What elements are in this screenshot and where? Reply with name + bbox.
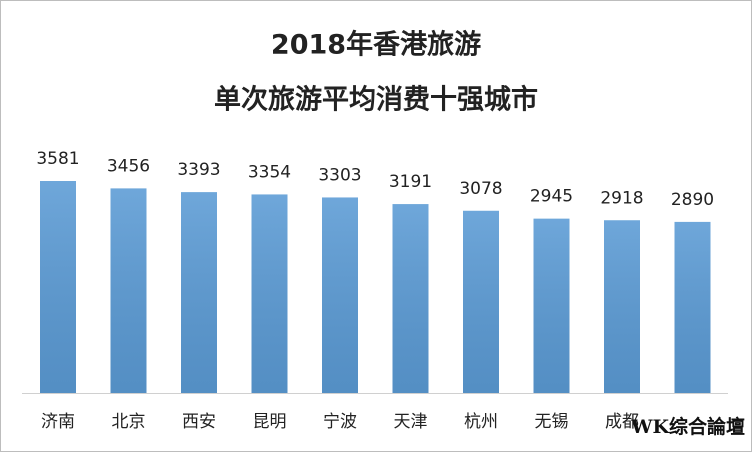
bar-shade: [463, 210, 499, 393]
bar-shade: [604, 220, 640, 393]
x-tick-label: 无锡: [535, 412, 569, 432]
x-tick-label: 成都: [605, 412, 639, 432]
value-label: 3456: [107, 156, 150, 176]
bar-shade: [674, 221, 711, 393]
x-tick-label: 宁波: [323, 412, 357, 432]
bar-shade: [392, 204, 429, 393]
bar-shade: [181, 192, 217, 393]
value-label: 3354: [248, 162, 291, 182]
bar-shade: [251, 194, 288, 393]
bar-shade: [533, 218, 570, 393]
x-tick-label: 济南: [41, 412, 75, 432]
x-tick-label: 杭州: [464, 412, 498, 432]
value-label: 3191: [389, 172, 432, 192]
chart-title: 2018年香港旅游: [271, 29, 481, 61]
value-label: 3078: [459, 179, 502, 199]
value-label: 3581: [36, 149, 79, 169]
value-label: 2945: [530, 187, 573, 207]
bar-shade: [110, 188, 147, 393]
x-tick-label: 西安: [182, 412, 216, 432]
watermark: WK综合論壇: [630, 415, 745, 438]
bar-shade: [40, 181, 76, 393]
value-label: 3303: [318, 165, 361, 185]
value-label: 3393: [177, 160, 220, 180]
x-tick-label: 昆明: [253, 412, 287, 432]
value-label: 2890: [671, 190, 714, 210]
value-label: 2918: [600, 188, 643, 208]
bar-shade: [322, 197, 358, 393]
chart-title: 单次旅游平均消费十强城市: [214, 84, 538, 116]
x-tick-label: 天津: [394, 412, 428, 432]
x-tick-label: 北京: [112, 412, 146, 432]
